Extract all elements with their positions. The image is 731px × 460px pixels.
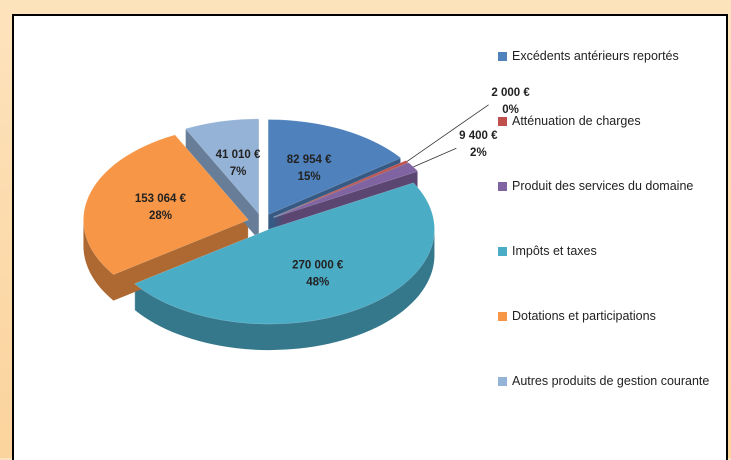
pie-slice xyxy=(268,119,402,215)
legend-item: Atténuation de charges xyxy=(498,113,718,130)
leader-line xyxy=(413,147,457,168)
data-label: 82 954 € xyxy=(287,154,332,166)
pie-slice xyxy=(133,182,435,325)
data-label-percent: 48% xyxy=(306,276,329,288)
data-label-percent: 28% xyxy=(149,210,172,222)
legend-label: Excédents antérieurs reportés xyxy=(512,49,679,63)
pie-slice xyxy=(273,162,419,218)
legend-label: Atténuation de charges xyxy=(512,114,641,128)
legend-item: Autres produits de gestion courante xyxy=(498,373,718,390)
leader-line xyxy=(406,104,489,162)
legend-label: Impôts et taxes xyxy=(512,244,597,258)
legend-item: Impôts et taxes xyxy=(498,243,718,260)
pie-slice xyxy=(184,118,260,215)
data-label: 9 400 € xyxy=(459,130,498,142)
legend-swatch xyxy=(498,312,507,321)
data-label-percent: 7% xyxy=(230,166,247,178)
legend-swatch xyxy=(498,117,507,126)
data-label-percent: 15% xyxy=(298,171,321,183)
legend-label: Dotations et participations xyxy=(512,309,656,323)
data-label: 41 010 € xyxy=(216,149,261,161)
legend-label: Autres produits de gestion courante xyxy=(512,374,710,388)
legend-label: Produit des services du domaine xyxy=(512,179,694,193)
legend-item: Excédents antérieurs reportés xyxy=(498,48,718,65)
data-label-percent: 2% xyxy=(470,147,487,159)
legend-swatch xyxy=(498,247,507,256)
legend-item: Dotations et participations xyxy=(498,308,718,325)
pie-slice xyxy=(83,134,249,275)
data-label: 153 064 € xyxy=(135,193,187,205)
legend-swatch xyxy=(498,52,507,61)
data-label: 2 000 € xyxy=(491,87,530,99)
legend-item: Produit des services du domaine xyxy=(498,178,718,195)
legend-swatch xyxy=(498,182,507,191)
data-label-percent: 0% xyxy=(502,104,519,116)
data-label: 270 000 € xyxy=(292,259,344,271)
legend-swatch xyxy=(498,377,507,386)
